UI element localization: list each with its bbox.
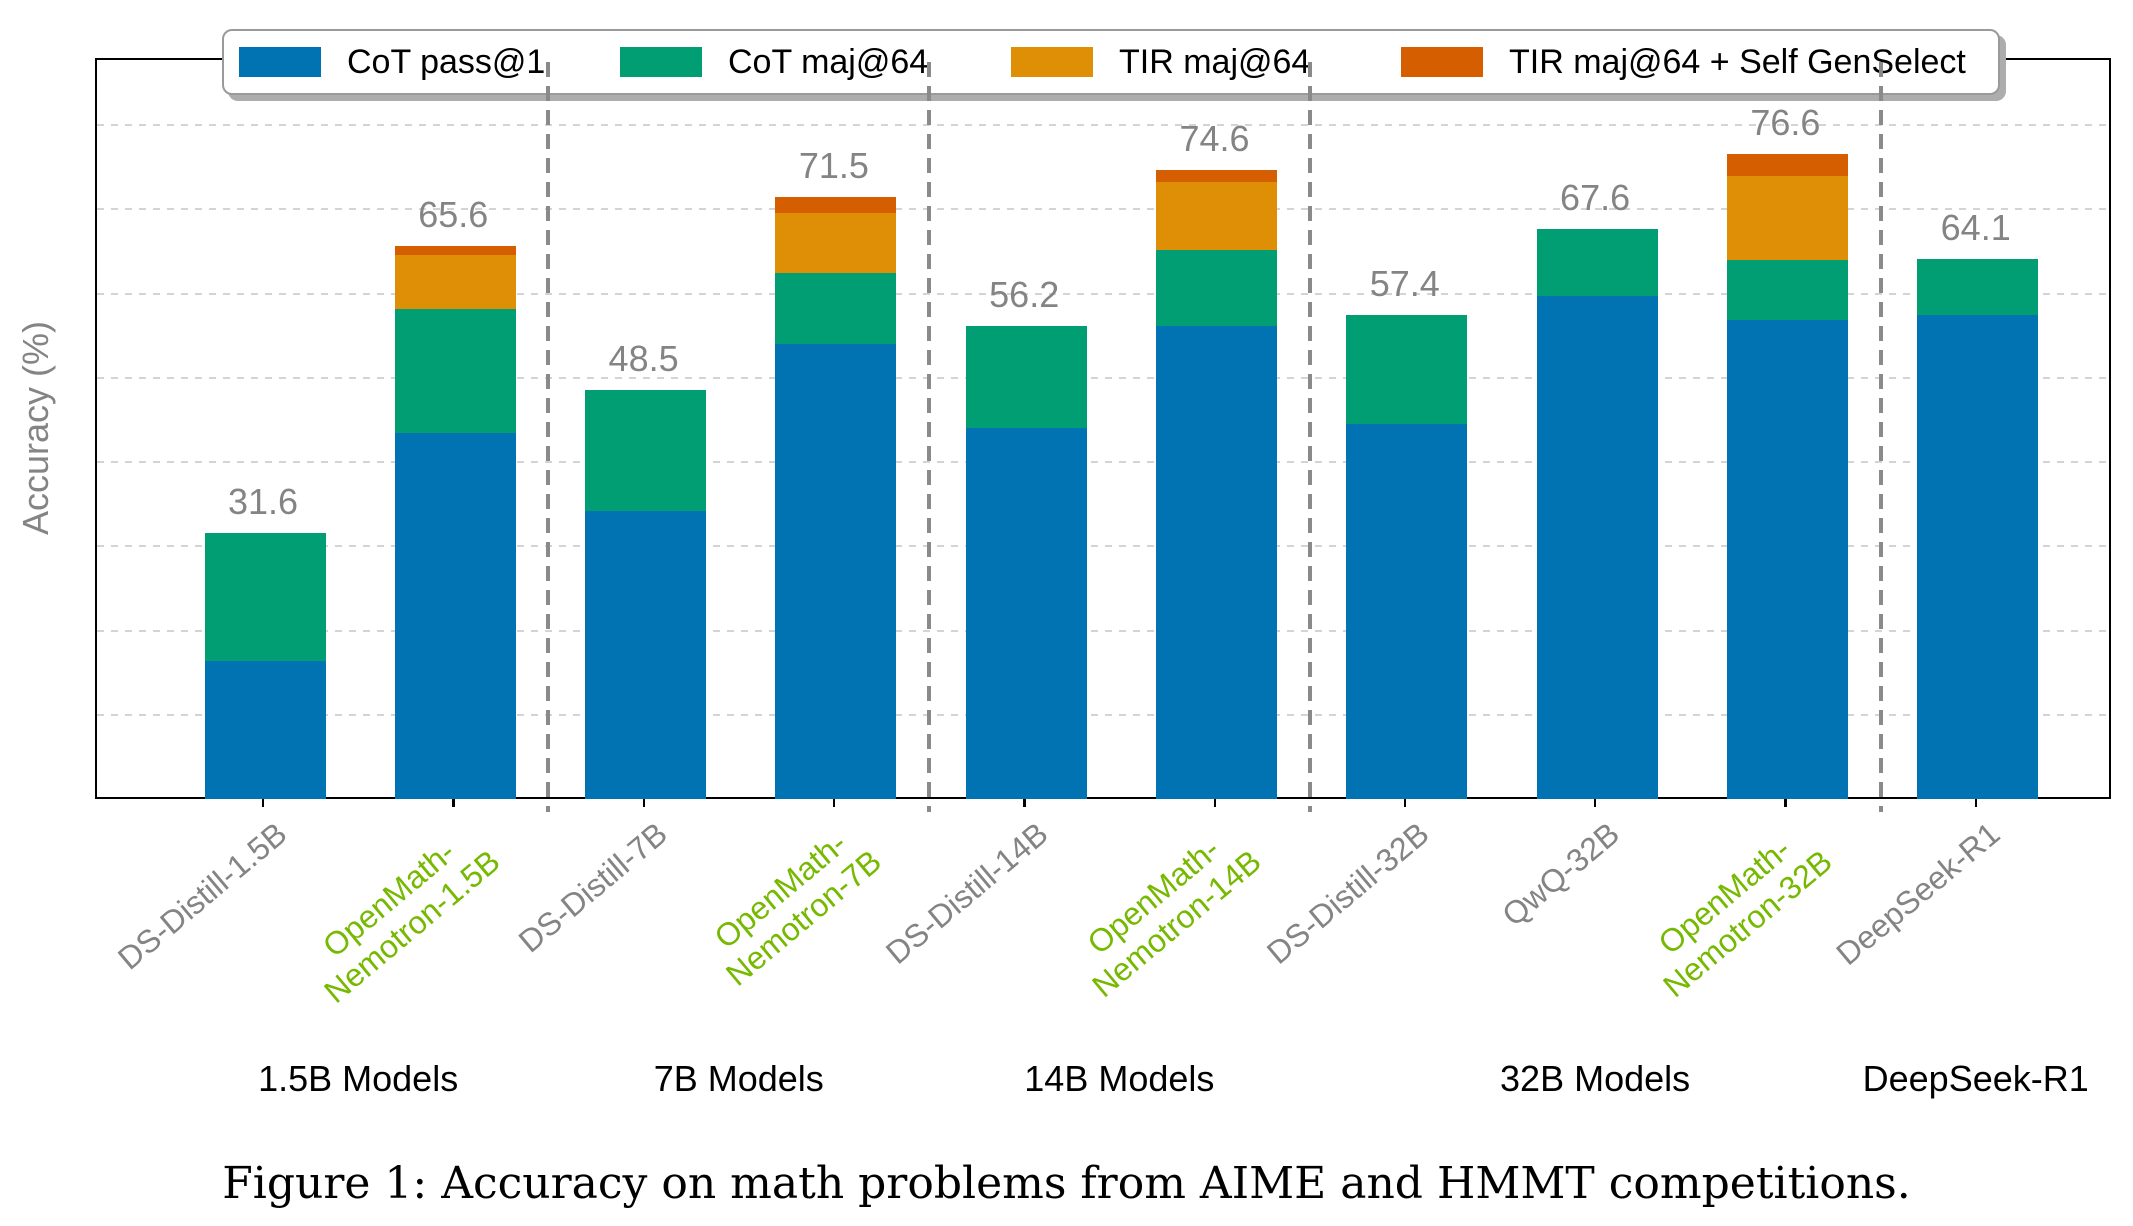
x-tick-mark xyxy=(1023,799,1026,807)
y-gridline xyxy=(97,545,2109,548)
y-gridline xyxy=(97,376,2109,379)
legend-label: CoT pass@1 xyxy=(347,42,546,81)
x-tick-mark xyxy=(642,799,645,807)
legend-item: CoT pass@1 xyxy=(239,31,545,93)
bar-total-label: 56.2 xyxy=(989,273,1060,315)
group-label: 32B Models xyxy=(1500,1058,1691,1099)
bar-segment xyxy=(1346,315,1468,425)
bar-total-label: 71.5 xyxy=(798,144,869,186)
y-gridline xyxy=(97,292,2109,295)
x-category-label-line: DS-Distill-14B xyxy=(879,815,1055,971)
bar-segment xyxy=(965,428,1087,799)
x-tick-mark xyxy=(1403,799,1407,807)
bar-segment xyxy=(1156,325,1277,799)
bar-segment xyxy=(585,510,707,799)
bar-total-label: 76.6 xyxy=(1750,101,1821,143)
group-label: 7B Models xyxy=(653,1058,824,1099)
bar-segment xyxy=(965,325,1087,429)
x-tick-mark xyxy=(1213,799,1216,807)
bar-total-label: 65.6 xyxy=(418,194,489,236)
x-category-label: DS-Distill-14B xyxy=(879,815,1056,971)
y-gridline xyxy=(97,461,2109,463)
bar-segment xyxy=(1346,424,1468,799)
bar-segment xyxy=(1917,258,2039,316)
bar-segment xyxy=(1917,315,2039,799)
figure-caption: Figure 1: Accuracy on math problems from… xyxy=(222,1158,1911,1209)
bar-segment xyxy=(1156,170,1277,183)
legend-swatch-icon xyxy=(620,47,702,77)
legend-label: TIR maj@64 + Self GenSelect xyxy=(1509,42,1966,81)
x-category-label-line: DeepSeek-R1 xyxy=(1829,815,2007,973)
x-category-label-line: QwQ-32B xyxy=(1494,815,1626,934)
bar-segment xyxy=(394,246,516,255)
bar-segment xyxy=(1156,182,1277,250)
bar-segment xyxy=(775,196,897,214)
legend-label: TIR maj@64 xyxy=(1119,42,1311,81)
group-label: DeepSeek-R1 xyxy=(1862,1058,2089,1099)
x-category-label-line: DS-Distill-32B xyxy=(1259,815,1436,971)
x-category-label: DeepSeek-R1 xyxy=(1829,815,2007,973)
y-gridline xyxy=(97,713,2109,716)
bar-segment xyxy=(394,308,516,433)
x-category-label: OpenMath- Nemotron-14B xyxy=(1063,816,1268,1005)
y-gridline xyxy=(97,208,2109,211)
bar-segment xyxy=(394,432,516,799)
group-separator-line xyxy=(1307,62,1312,812)
x-category-label-line: DS-Distill-7B xyxy=(512,815,675,960)
legend-swatch-icon xyxy=(239,47,321,77)
bar-segment xyxy=(394,254,516,309)
bar-segment xyxy=(204,532,326,661)
legend: CoT pass@1 CoT maj@64 TIR maj@64 TIR maj@64… xyxy=(222,29,2000,95)
x-tick-mark xyxy=(1974,799,1978,807)
legend-swatch-icon xyxy=(1011,47,1093,77)
y-gridline xyxy=(97,124,2109,126)
bar-segment xyxy=(585,390,707,511)
x-tick-mark xyxy=(262,799,265,807)
group-separator-line xyxy=(546,62,551,812)
bar-segment xyxy=(775,273,897,345)
y-gridline xyxy=(97,629,2109,632)
bar-total-label: 57.4 xyxy=(1369,263,1440,305)
x-tick-mark xyxy=(452,799,455,807)
bar-segment xyxy=(204,660,326,799)
bar-total-label: 31.6 xyxy=(227,480,299,522)
plot-area xyxy=(95,58,2111,799)
x-category-label: QwQ-32B xyxy=(1494,815,1626,934)
bar-segment xyxy=(1726,320,1848,799)
legend-label: CoT maj@64 xyxy=(728,42,929,81)
legend-item: CoT maj@64 xyxy=(620,31,928,93)
x-category-label: OpenMath- Nemotron-1.5B xyxy=(295,816,507,1010)
group-label: 1.5B Models xyxy=(258,1058,459,1099)
x-category-label: OpenMath- Nemotron-7B xyxy=(696,816,888,993)
bar-total-label: 48.5 xyxy=(608,338,679,380)
bar-segment xyxy=(1536,229,1658,297)
x-category-label: DS-Distill-1.5B xyxy=(110,815,294,977)
x-tick-mark xyxy=(832,799,836,807)
x-tick-mark xyxy=(1594,799,1597,807)
bar-segment xyxy=(1726,153,1848,176)
bar-segment xyxy=(1156,249,1277,326)
bar-segment xyxy=(775,213,897,274)
x-category-label: OpenMath- Nemotron-32B xyxy=(1634,816,1839,1005)
legend-swatch-icon xyxy=(1401,47,1483,77)
legend-item: TIR maj@64 + Self GenSelect xyxy=(1401,31,1966,93)
group-separator-line xyxy=(1878,62,1883,812)
x-category-label-line: DS-Distill-1.5B xyxy=(110,815,294,977)
group-separator-line xyxy=(927,62,932,812)
y-axis-title: Accuracy (%) xyxy=(15,320,56,536)
group-label: 14B Models xyxy=(1024,1058,1215,1099)
bar-segment xyxy=(1726,259,1848,321)
bar-segment xyxy=(1726,175,1848,260)
legend-item: TIR maj@64 xyxy=(1011,31,1310,93)
x-tick-mark xyxy=(1784,799,1787,807)
bar-total-label: 64.1 xyxy=(1940,206,2011,248)
x-category-label: DS-Distill-32B xyxy=(1259,815,1436,971)
bar-segment xyxy=(1536,296,1658,799)
x-category-label: DS-Distill-7B xyxy=(512,815,675,960)
bar-total-label: 67.6 xyxy=(1560,177,1631,219)
bar-segment xyxy=(775,344,897,799)
bar-total-label: 74.6 xyxy=(1179,118,1250,160)
